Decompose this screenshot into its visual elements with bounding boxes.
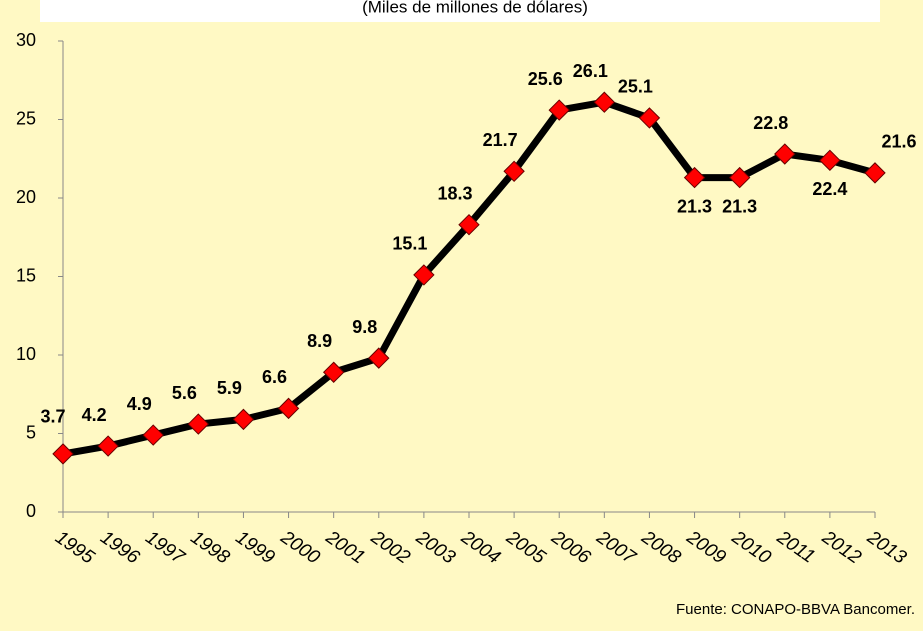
data-label: 21.6 (881, 132, 916, 152)
marker (593, 91, 616, 113)
data-label: 3.7 (40, 407, 65, 427)
data-label: 26.1 (573, 61, 608, 81)
data-label: 25.6 (528, 69, 563, 89)
marker (322, 361, 345, 383)
marker (458, 213, 480, 236)
data-label: 4.9 (127, 394, 152, 414)
marker (638, 107, 661, 129)
marker (503, 160, 525, 183)
marker (52, 443, 74, 465)
data-label: 8.9 (307, 331, 332, 351)
data-label: 18.3 (437, 183, 472, 203)
marker (864, 162, 886, 184)
data-label: 25.1 (618, 77, 653, 97)
data-label: 21.3 (722, 196, 757, 216)
marker (142, 424, 164, 446)
marker (774, 143, 796, 165)
data-label: 5.9 (217, 378, 242, 398)
y-tick-label: 30 (16, 30, 36, 50)
y-tick-label: 10 (16, 344, 36, 364)
data-label: 21.7 (483, 130, 518, 150)
marker (819, 149, 841, 172)
y-tick-label: 15 (16, 265, 36, 285)
source-note: Fuente: CONAPO-BBVA Bancomer. (676, 601, 915, 618)
data-label: 22.8 (753, 113, 788, 133)
marker (368, 347, 390, 369)
data-label: 6.6 (262, 367, 287, 387)
data-label: 9.8 (352, 317, 377, 337)
chart-subtitle: (Miles de millones de dólares) (362, 0, 588, 16)
marker (683, 166, 706, 189)
data-label: 4.2 (82, 405, 107, 425)
y-tick-label: 25 (16, 108, 36, 128)
marker (97, 435, 119, 457)
marker (187, 413, 210, 435)
data-label: 15.1 (392, 234, 427, 254)
marker (728, 166, 751, 189)
data-label: 5.6 (172, 383, 197, 403)
data-label: 21.3 (677, 196, 712, 216)
marker (413, 264, 435, 286)
marker (277, 397, 300, 420)
marker (548, 99, 570, 121)
y-tick-label: 5 (26, 422, 36, 442)
data-label: 22.4 (812, 179, 847, 199)
marker (232, 408, 255, 431)
y-tick-label: 20 (16, 187, 36, 207)
title-area (40, 0, 880, 22)
y-tick-label: 0 (26, 501, 36, 521)
